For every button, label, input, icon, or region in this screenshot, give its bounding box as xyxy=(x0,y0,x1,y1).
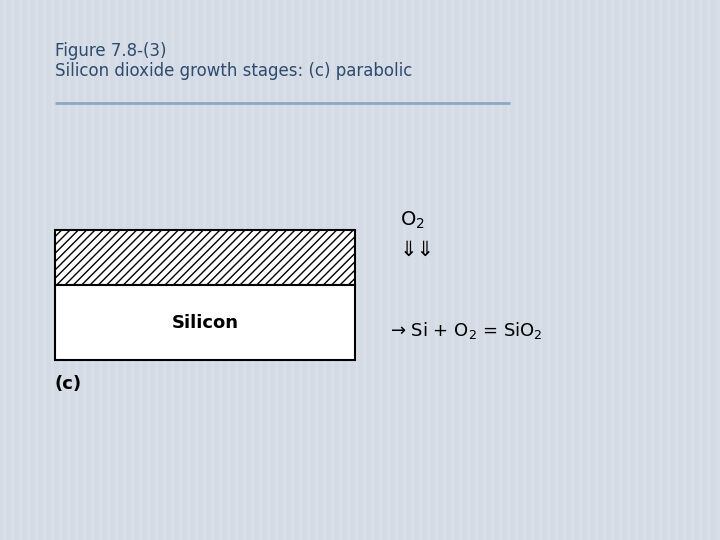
Text: Silicon dioxide growth stages: (c) parabolic: Silicon dioxide growth stages: (c) parab… xyxy=(55,62,413,80)
Bar xyxy=(55,230,355,285)
Text: (c): (c) xyxy=(55,375,82,393)
Text: Figure 7.8-(3): Figure 7.8-(3) xyxy=(55,42,166,60)
Text: O$_2$: O$_2$ xyxy=(400,210,425,231)
Text: → Si + O$_2$ = SiO$_2$: → Si + O$_2$ = SiO$_2$ xyxy=(390,320,543,341)
Text: ⇓⇓: ⇓⇓ xyxy=(400,240,435,260)
Text: Silicon: Silicon xyxy=(171,314,238,332)
Bar xyxy=(55,285,355,360)
